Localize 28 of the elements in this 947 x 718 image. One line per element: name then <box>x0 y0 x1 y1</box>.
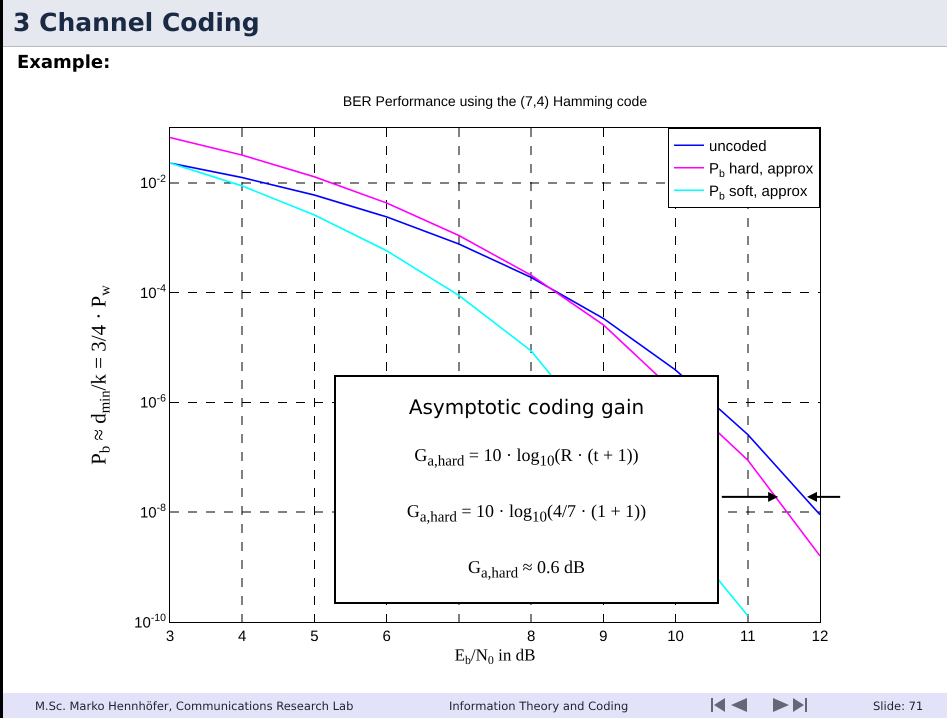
chart-title: 3 Channel Coding <box>13 8 260 37</box>
x-tick-label: 5 <box>310 628 319 645</box>
y-tick-label: 10$^{-4}$ <box>140 282 166 302</box>
x-tick-label: 11 <box>740 628 756 645</box>
text: Information Theory and Coding <box>449 699 628 713</box>
text: M.Sc. Marko Hennhöfer, Communications Research Lab <box>35 699 354 713</box>
annotation: G$_{a,hard}$ ≈ 0.6 dB <box>467 557 586 583</box>
x-tick-label: 6 <box>382 628 391 645</box>
annotation: G$_{a,hard}$ = 10 · log$_{10}$(4/7 · (1 + 1)) <box>406 501 648 527</box>
x-tick-label: 12 <box>812 628 828 645</box>
x-tick-label: 8 <box>526 628 536 645</box>
legend-label: uncoded <box>709 138 767 156</box>
y-tick-label: 10$^{-8}$ <box>140 502 166 522</box>
x-axis-title: E$_{b}$/N$_{0}$ in dB <box>454 645 536 667</box>
text: Example: <box>17 52 110 73</box>
legend-label: P$_{b}$ soft, approx <box>709 183 808 202</box>
text: Slide: 71 <box>873 699 924 713</box>
x-tick-label: 9 <box>599 628 608 645</box>
y-tick-label: 10$^{-2}$ <box>140 172 166 192</box>
chart-subtitle: BER Performance using the (7,4) Hamming code <box>342 92 648 109</box>
x-tick-label: 10 <box>667 628 684 645</box>
annotation: G$_{a,hard}$ = 10 · log$_{10}$(R · (t + 1)) <box>413 445 640 471</box>
legend-label: P$_{b}$ hard, approx <box>709 160 814 180</box>
annotation: Asymptotic coding gain <box>408 395 646 419</box>
y-tick-label: 10$^{-10}$ <box>134 612 166 632</box>
x-tick-label: 4 <box>238 628 246 645</box>
y-tick-label: 10$^{-6}$ <box>140 392 166 412</box>
x-tick-label: 3 <box>166 628 174 645</box>
